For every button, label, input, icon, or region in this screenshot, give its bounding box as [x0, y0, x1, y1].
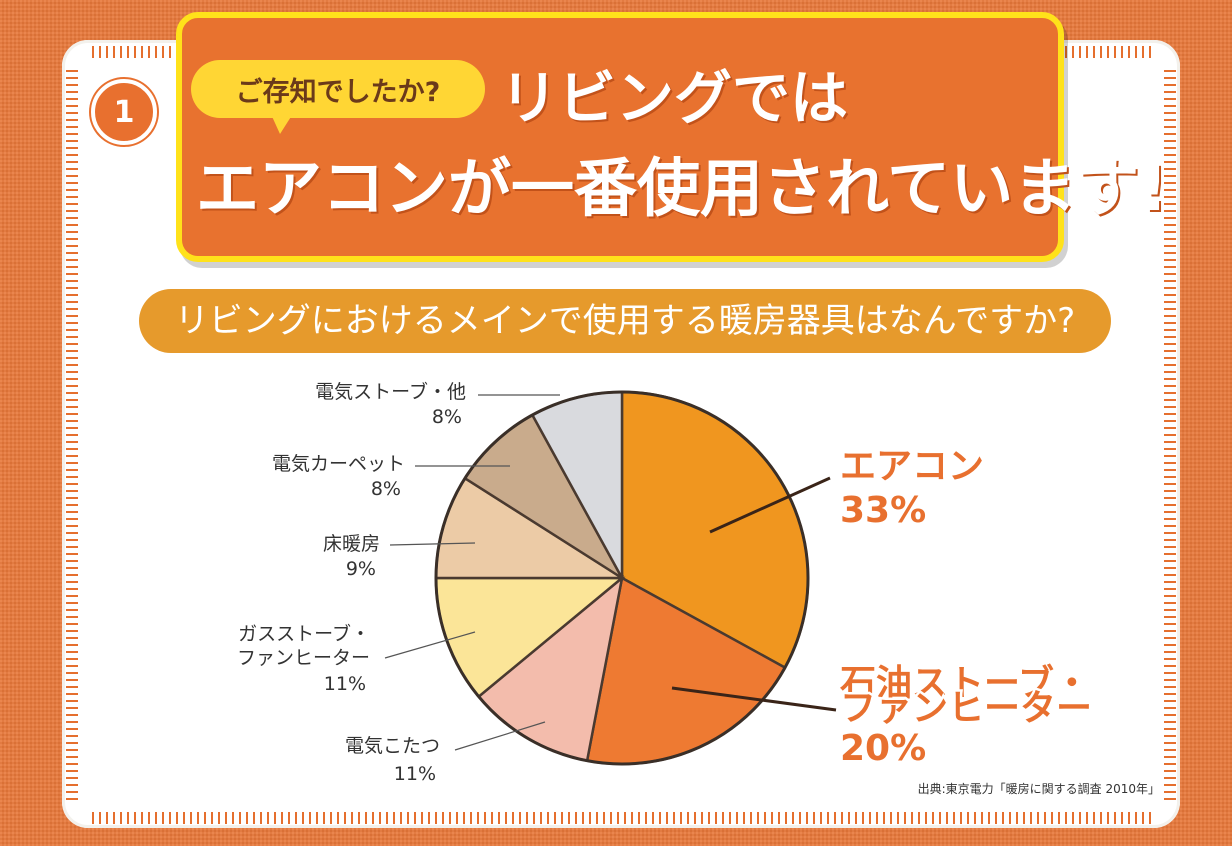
slice-percent-label: 8% [432, 406, 462, 428]
pie-outline [434, 390, 810, 766]
leader-line [454, 721, 546, 751]
slice-percent-label: 20% [840, 728, 926, 769]
slice-label: 電気ストーブ・他 [315, 380, 466, 403]
slice-label: ファンヒーター [237, 647, 370, 669]
headline-line-1: リビングでは [500, 64, 849, 132]
leader-line [389, 542, 476, 546]
leader-line [384, 631, 476, 659]
slice-percent-label: 8% [371, 478, 401, 500]
source-note: 出典:東京電力「暖房に関する調査 2010年」 [917, 782, 1160, 796]
slice-label: エアコン [840, 446, 984, 487]
slice-label: 床暖房 [323, 533, 380, 555]
slice-label: 石油ストーブ・ [840, 662, 1090, 704]
header-panel [176, 12, 1064, 262]
leader-line [709, 476, 831, 534]
leader-line [671, 686, 837, 712]
stitch-border-left [66, 70, 78, 800]
slice-percent-label: 9% [346, 558, 376, 580]
section-number-badge: 1 [91, 79, 157, 145]
slice-percent-label: 11% [394, 763, 436, 785]
question-bar: リビングにおけるメインで使用する暖房器具はなんですか? [139, 289, 1111, 353]
speech-bubble-tail [270, 112, 294, 134]
slice-label: ファンヒーター [840, 688, 1092, 729]
headline-line-2: エアコンが一番使用されています! [196, 152, 1168, 225]
slice-label: 電気カーペット [272, 453, 405, 475]
stitch-border-right [1164, 70, 1176, 800]
stitch-border-bottom [92, 812, 1152, 824]
slice-percent-label: 11% [324, 673, 366, 695]
slice-label: 電気こたつ [345, 735, 440, 757]
slice-percent-label: 33% [840, 490, 926, 531]
speech-bubble: ご存知でしたか? [191, 60, 485, 118]
slice-label: ガスストーブ・ [238, 622, 370, 645]
